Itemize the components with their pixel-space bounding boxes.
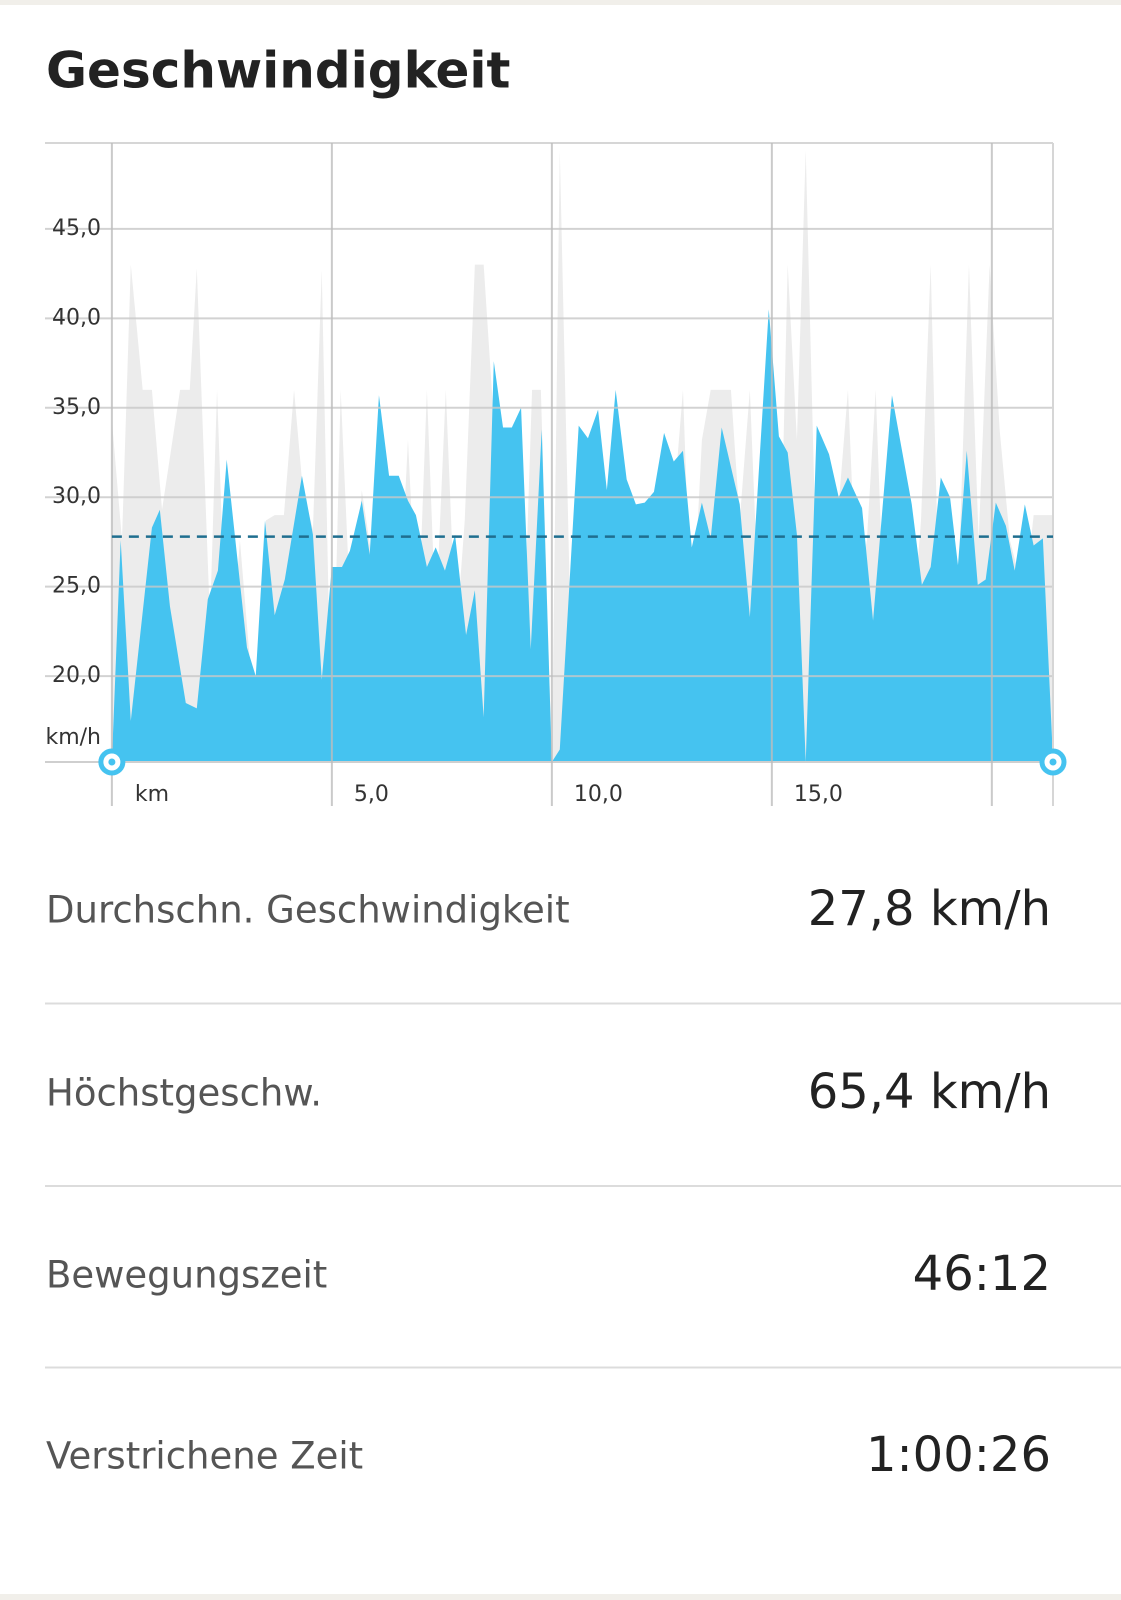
y-tick-label: 35,0: [52, 395, 101, 420]
stat-label: Höchstgeschw.: [46, 1072, 322, 1115]
y-tick-label: 20,0: [52, 663, 101, 688]
range-handle-dot: [1049, 758, 1057, 766]
x-tick-label: 5,0: [354, 782, 389, 807]
bottom-edge: [0, 1594, 1121, 1600]
stats: Durchschn. Geschwindigkeit 27,8 km/h Höchs…: [45, 881, 1121, 1483]
speed-area: [111, 309, 1054, 762]
x-tick-label: 15,0: [794, 782, 843, 807]
stat-value: 1:00:26: [866, 1427, 1051, 1483]
stat-value: 27,8 km/h: [808, 881, 1051, 937]
x-axis-label: km: [135, 782, 169, 807]
range-handle-dot: [108, 758, 116, 766]
y-axis-label: km/h: [45, 725, 101, 750]
title: Geschwindigkeit: [46, 42, 510, 100]
y-tick-label: 25,0: [52, 574, 101, 599]
x-tick-label: 10,0: [574, 782, 623, 807]
stat-value: 65,4 km/h: [808, 1064, 1051, 1120]
y-tick-label: 45,0: [52, 216, 101, 241]
y-tick-label: 40,0: [52, 305, 101, 330]
stat-label: Durchschn. Geschwindigkeit: [46, 889, 570, 932]
stat-value: 46:12: [913, 1246, 1051, 1302]
stat-label: Verstrichene Zeit: [46, 1435, 363, 1478]
stat-label: Bewegungszeit: [46, 1254, 327, 1297]
y-tick-label: 30,0: [52, 484, 101, 509]
top-edge: [0, 0, 1121, 5]
chart: 20,0 25,0 30,0 35,0 40,0 45,0 5,0 10,0 15,0 km km/…: [45, 142, 1067, 807]
